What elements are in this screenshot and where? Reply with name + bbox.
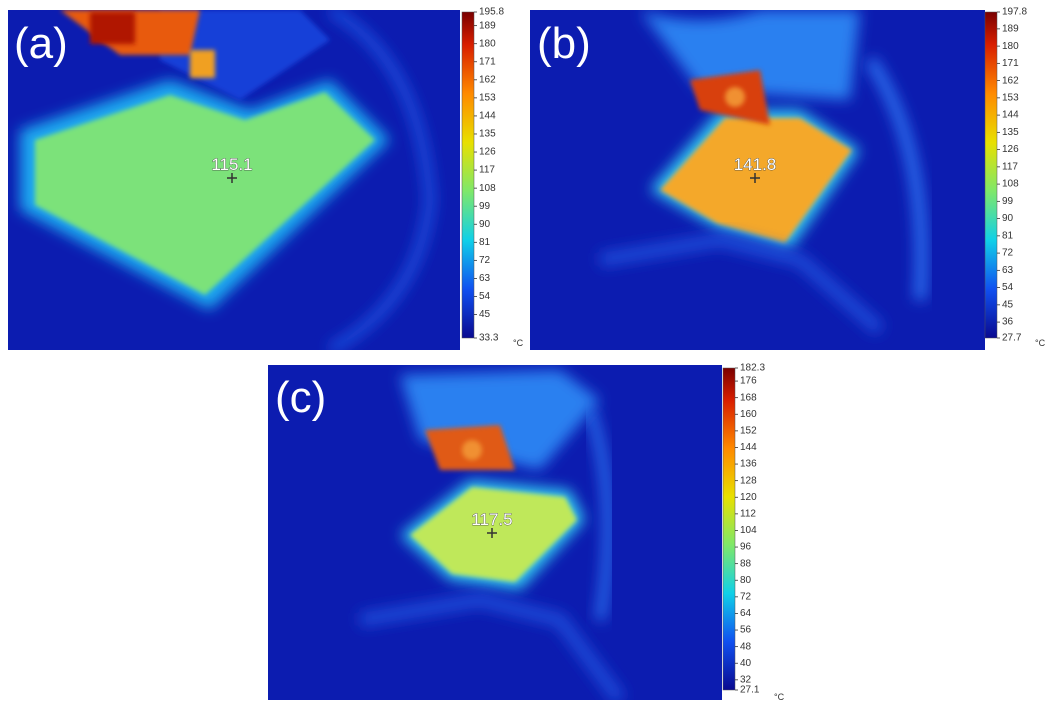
colorbar-tick-label: 96 bbox=[740, 542, 752, 553]
colorbar-tick-label: 162 bbox=[1002, 75, 1019, 86]
panel-label: (b) bbox=[537, 19, 591, 68]
colorbar-tick-label: 81 bbox=[479, 237, 491, 248]
colorbar-tick-label: 117 bbox=[479, 165, 495, 176]
colorbar-tick-label: 36 bbox=[1002, 317, 1014, 328]
colorbar-tick-label: 160 bbox=[740, 409, 757, 420]
colorbar-tick-label: 63 bbox=[1002, 265, 1014, 276]
colorbar-tick-label: 144 bbox=[740, 442, 757, 453]
colorbar-tick-label: 136 bbox=[740, 459, 757, 470]
colorbar-tick-label: 80 bbox=[740, 575, 752, 586]
temperature-reading: 115.1 bbox=[211, 155, 252, 174]
colorbar-tick-label: 48 bbox=[740, 641, 752, 652]
colorbar-tick-label: 99 bbox=[1002, 196, 1014, 207]
colorbar-tick-label: 171 bbox=[479, 56, 496, 67]
panel-label: (a) bbox=[14, 19, 68, 68]
colorbar-tick-label: 144 bbox=[479, 111, 496, 122]
colorbar bbox=[462, 12, 474, 338]
colorbar-tick-label: 189 bbox=[1002, 24, 1019, 35]
colorbar-tick-label: 117 bbox=[1002, 161, 1018, 172]
colorbar-tick-label: 27.1 bbox=[740, 685, 760, 696]
colorbar bbox=[723, 368, 735, 690]
colorbar-tick-label: 126 bbox=[1002, 144, 1019, 155]
colorbar-tick-label: 104 bbox=[740, 525, 757, 536]
colorbar-tick-label: 171 bbox=[1002, 58, 1019, 69]
colorbar-tick-label: 90 bbox=[1002, 213, 1014, 224]
colorbar-tick-label: 120 bbox=[740, 492, 757, 503]
colorbar-tick-label: 168 bbox=[740, 392, 757, 403]
thermal-image-b bbox=[530, 10, 985, 350]
figure: (a) (b) (c) 115.1 141.8 117.5 195.8 189 18… bbox=[0, 0, 1046, 701]
colorbar-tick-label: 152 bbox=[740, 426, 757, 437]
panel-label: (c) bbox=[275, 373, 326, 422]
colorbar-tick-label: 64 bbox=[740, 608, 752, 619]
colorbar-tick-label: 144 bbox=[1002, 110, 1019, 121]
colorbar-tick-label: 72 bbox=[1002, 248, 1014, 259]
colorbar-tick-label: 176 bbox=[740, 376, 757, 387]
colorbar-tick-label: 54 bbox=[1002, 282, 1014, 293]
colorbar-tick-label: 99 bbox=[479, 201, 491, 212]
colorbar-tick-label: 162 bbox=[479, 74, 496, 85]
colorbar-tick-label: 195.8 bbox=[479, 7, 504, 18]
colorbar-tick-label: 128 bbox=[740, 475, 757, 486]
colorbar-tick-label: 189 bbox=[479, 20, 496, 31]
colorbar-tick-label: 56 bbox=[740, 625, 752, 636]
colorbar-tick-label: 153 bbox=[1002, 93, 1019, 104]
colorbar-tick-label: 72 bbox=[740, 591, 752, 602]
colorbar-tick-label: 45 bbox=[479, 309, 491, 320]
colorbar-tick-label: 63 bbox=[479, 273, 491, 284]
colorbar-tick-label: 90 bbox=[479, 219, 491, 230]
colorbar-tick-label: 33.3 bbox=[479, 333, 499, 344]
colorbar-tick-label: 135 bbox=[1002, 127, 1019, 138]
colorbar-tick-label: 72 bbox=[479, 255, 491, 266]
colorbar-tick-label: 81 bbox=[1002, 230, 1014, 241]
colorbar-tick-label: 197.8 bbox=[1002, 7, 1027, 18]
colorbar-tick-label: 112 bbox=[740, 508, 756, 519]
colorbar-tick-label: 108 bbox=[1002, 179, 1019, 190]
colorbar-tick-label: 126 bbox=[479, 147, 496, 158]
colorbar-tick-label: 27.7 bbox=[1002, 333, 1022, 344]
colorbar bbox=[985, 12, 997, 338]
temperature-reading: 141.8 bbox=[734, 155, 777, 174]
colorbar-tick-label: 108 bbox=[479, 183, 496, 194]
colorbar-tick-label: 45 bbox=[1002, 299, 1014, 310]
colorbar-tick-label: 153 bbox=[479, 93, 496, 104]
colorbar-tick-label: 180 bbox=[1002, 41, 1019, 52]
temperature-reading: 117.5 bbox=[471, 510, 512, 529]
colorbar-tick-label: 135 bbox=[479, 129, 496, 140]
colorbar-tick-label: 88 bbox=[740, 558, 752, 569]
unit-label: °C bbox=[513, 338, 524, 348]
thermal-image-a bbox=[8, 10, 460, 350]
unit-label: °C bbox=[1035, 338, 1046, 348]
colorbar-tick-label: 40 bbox=[740, 658, 752, 669]
unit-label: °C bbox=[774, 692, 785, 701]
colorbar-tick-label: 54 bbox=[479, 291, 491, 302]
colorbar-tick-label: 180 bbox=[479, 38, 496, 49]
colorbar-tick-label: 182.3 bbox=[740, 363, 765, 374]
